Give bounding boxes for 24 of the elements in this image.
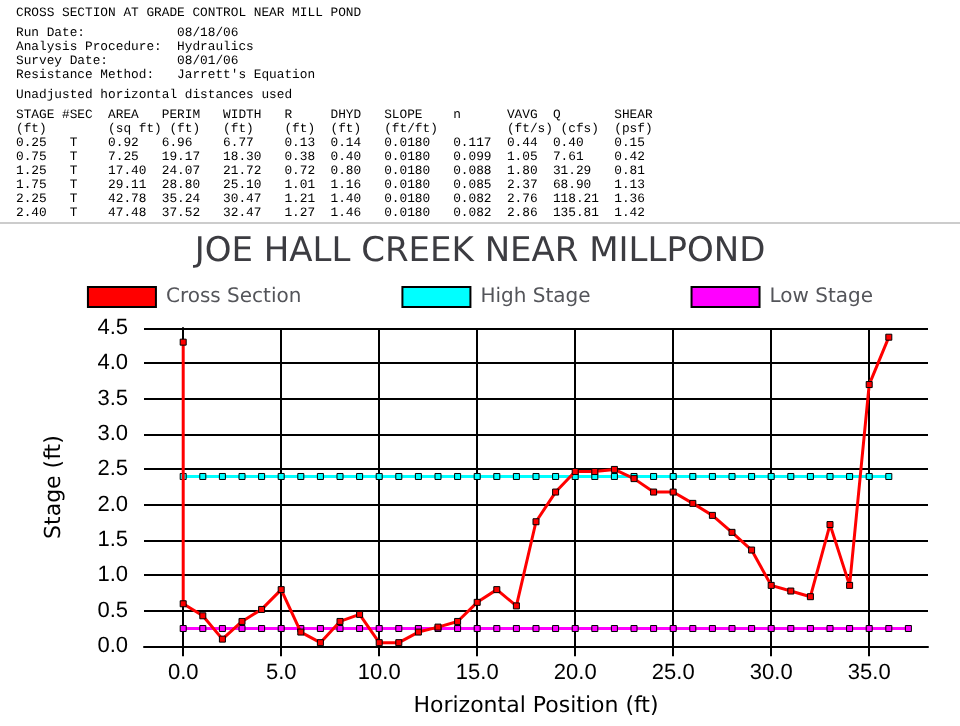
x-tick-label: 20.0 xyxy=(553,661,597,686)
y-tick-label: 4.5 xyxy=(97,316,128,340)
y-tick-label: 3.0 xyxy=(97,422,128,447)
y-tick-label: 2.5 xyxy=(97,457,128,482)
chart-title: JOE HALL CREEK NEAR MILLPOND xyxy=(192,231,766,271)
legend-label: Cross Section xyxy=(165,286,302,308)
legend-label: Low Stage xyxy=(769,286,874,308)
x-tick-label: 25.0 xyxy=(651,661,695,686)
y-tick-label: 2.0 xyxy=(97,492,128,517)
y-tick-label: 3.5 xyxy=(97,386,128,411)
y-tick-label: 4.0 xyxy=(97,351,128,376)
y-tick-label: 1.0 xyxy=(97,563,128,588)
y-axis-title: Stage (ft) xyxy=(40,435,66,539)
x-axis-title: Horizontal Position (ft) xyxy=(413,692,659,718)
y-tick-label: 0.5 xyxy=(97,598,128,623)
x-tick-label: 10.0 xyxy=(357,661,401,686)
x-tick-label: 15.0 xyxy=(455,661,499,686)
x-tick-label: 30.0 xyxy=(749,661,793,686)
x-tick-label: 35.0 xyxy=(847,661,891,686)
x-tick-label: 0.0 xyxy=(167,661,199,686)
legend-label: High Stage xyxy=(480,286,591,308)
x-tick-label: 5.0 xyxy=(265,661,297,686)
y-tick-label: 1.5 xyxy=(97,528,128,553)
y-tick-label: 0.0 xyxy=(97,634,128,659)
